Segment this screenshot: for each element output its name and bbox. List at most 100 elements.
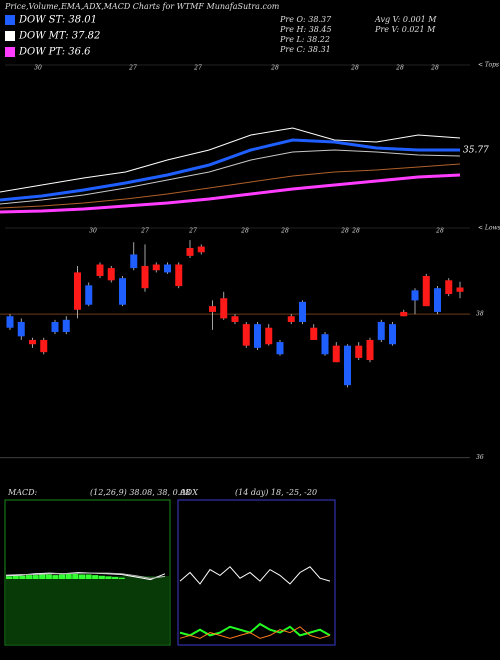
macd-histogram-bar	[78, 574, 85, 579]
macd-histogram-bar	[12, 575, 19, 579]
stat-label: Pre V: 0.021 M	[374, 25, 436, 34]
side-label: < Tops	[478, 62, 499, 69]
candle-body	[62, 319, 70, 333]
macd-lower-fill	[6, 576, 169, 644]
date-label: 28	[435, 228, 444, 235]
candle-body	[29, 339, 36, 345]
date-label: 27	[193, 65, 202, 72]
stat-label: Pre H: 38.45	[279, 25, 332, 34]
date-label: 30	[34, 65, 42, 72]
candle-body	[40, 339, 48, 353]
series-line	[0, 149, 461, 205]
candle-body	[411, 290, 419, 301]
candle-body	[456, 287, 464, 292]
candle-body	[220, 298, 228, 319]
candle-body	[164, 264, 171, 273]
y-tick-label: 38	[476, 311, 484, 318]
candle-body	[152, 264, 160, 271]
macd-histogram-bar	[25, 575, 32, 579]
macd-histogram-bar	[112, 577, 119, 579]
macd-histogram-bar	[92, 575, 99, 579]
legend-label: DOW PT: 36.6	[18, 47, 91, 58]
candle-body	[231, 316, 239, 322]
stat-label: Pre L: 38.22	[279, 35, 330, 44]
series-line	[179, 626, 331, 639]
legend-label: DOW ST: 38.01	[18, 15, 97, 26]
series-line	[0, 138, 460, 202]
candle-body	[242, 324, 250, 346]
macd-histogram-bar	[118, 577, 125, 579]
date-label: 28	[270, 65, 279, 72]
macd-histogram-bar	[32, 575, 39, 579]
candle-body	[332, 345, 340, 363]
candle-body	[141, 265, 149, 289]
candle-body	[17, 321, 25, 337]
candle-body	[175, 264, 183, 287]
stat-label: Pre O: 38.37	[279, 15, 332, 24]
candle-body	[6, 316, 14, 328]
panel-subtitle: (14 day) 18, -25, -20	[235, 488, 317, 497]
y-tick-label: 36	[476, 454, 484, 461]
macd-histogram-bar	[39, 574, 46, 579]
date-label: 28	[351, 228, 360, 235]
candle-body	[186, 247, 194, 256]
legend-swatch	[5, 31, 15, 41]
candle-body	[389, 324, 396, 345]
macd-histogram-bar	[85, 574, 92, 579]
candle-body	[96, 264, 104, 276]
candle-body	[445, 280, 453, 294]
date-label: 28	[340, 228, 349, 235]
candle-body	[85, 285, 93, 305]
macd-histogram-bar	[52, 575, 59, 579]
panel-title: MACD:	[7, 488, 38, 497]
series-line	[0, 127, 461, 193]
date-label: 27	[128, 65, 137, 72]
series-line	[0, 163, 461, 209]
candle-body	[299, 301, 306, 322]
series-line	[179, 622, 331, 637]
candle-body	[287, 316, 295, 322]
date-label: 30	[89, 228, 97, 235]
candle-body	[197, 246, 205, 253]
side-label: < Lows	[478, 225, 500, 232]
macd-histogram-bar	[19, 575, 26, 579]
candle-body	[51, 321, 59, 333]
candle-body	[400, 311, 408, 317]
date-label: 28	[280, 228, 289, 235]
candle-body	[366, 339, 374, 361]
candle-body	[310, 327, 318, 340]
stat-label: Avg V: 0.001 M	[374, 15, 437, 24]
legend-swatch	[5, 15, 15, 25]
candle-body	[107, 268, 115, 281]
candle-body	[130, 254, 138, 269]
series-line	[179, 566, 331, 585]
date-label: 28	[430, 65, 439, 72]
legend-label: DOW MT: 37.82	[18, 31, 100, 42]
legend-swatch	[5, 47, 15, 57]
macd-histogram-bar	[105, 576, 112, 579]
candle-body	[119, 278, 126, 305]
stat-label: Pre C: 38.31	[279, 45, 331, 54]
macd-histogram-bar	[65, 573, 72, 579]
date-label: 28	[350, 65, 359, 72]
date-label: 27	[140, 228, 149, 235]
candle-body	[321, 334, 329, 355]
macd-histogram-bar	[59, 574, 66, 579]
candle-body	[355, 345, 363, 358]
date-label: 28	[240, 228, 249, 235]
adx-panel	[177, 499, 336, 646]
page-title: Price,Volume,EMA,ADX,MACD Charts for WTM…	[4, 2, 280, 11]
candle-body	[422, 276, 430, 307]
macd-histogram-bar	[6, 576, 13, 579]
series-line	[0, 173, 461, 214]
candle-body	[344, 345, 351, 386]
macd-histogram-bar	[98, 575, 105, 579]
candle-body	[276, 342, 284, 355]
panel-title: ADX	[179, 488, 198, 497]
candle-body	[265, 327, 273, 345]
date-label: 27	[188, 228, 197, 235]
date-label: 28	[395, 65, 404, 72]
macd-histogram-bar	[72, 573, 79, 579]
macd-histogram-bar	[45, 574, 52, 579]
